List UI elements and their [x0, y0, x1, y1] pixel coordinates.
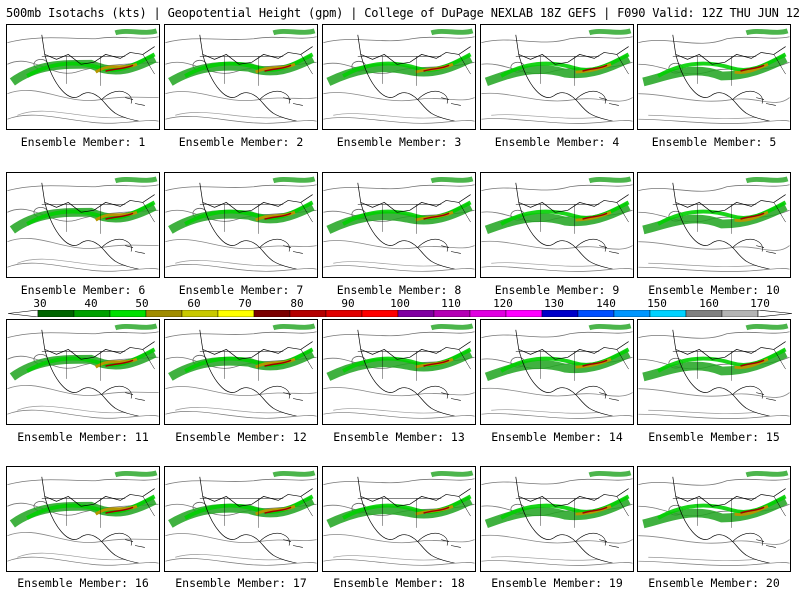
ensemble-member-map-7	[164, 172, 318, 278]
ensemble-member-label: Ensemble Member: 13	[333, 430, 465, 444]
ensemble-member-map-2	[164, 24, 318, 130]
colorbar-tick-label: 130	[544, 297, 564, 310]
colorbar-tick-label: 40	[84, 297, 98, 310]
colorbar-swatch	[109, 310, 147, 317]
colorbar-swatch	[649, 310, 687, 317]
colorbar-tick-label: 170	[750, 297, 770, 310]
ensemble-member-label: Ensemble Member: 3	[336, 135, 462, 149]
ensemble-member-map-17	[164, 466, 318, 572]
colorbar-swatch	[361, 310, 399, 317]
ensemble-member-map-16	[6, 466, 160, 572]
ensemble-member-label: Ensemble Member: 20	[648, 576, 780, 590]
ensemble-member-map-12	[164, 319, 318, 425]
ensemble-member-label: Ensemble Member: 1	[20, 135, 146, 149]
ensemble-member-label: Ensemble Member: 14	[491, 430, 623, 444]
ensemble-member-map-11	[6, 319, 160, 425]
ensemble-member-label: Ensemble Member: 18	[333, 576, 465, 590]
ensemble-member-label: Ensemble Member: 15	[648, 430, 780, 444]
colorbar-swatch	[217, 310, 255, 317]
colorbar-swatch	[541, 310, 579, 317]
colorbar-tick-label: 120	[493, 297, 513, 310]
ensemble-member-map-15	[637, 319, 791, 425]
ensemble-member-map-5	[637, 24, 791, 130]
ensemble-member-label: Ensemble Member: 11	[17, 430, 149, 444]
colorbar-tick-label: 140	[596, 297, 616, 310]
colorbar-swatch	[613, 310, 651, 317]
ensemble-member-label: Ensemble Member: 6	[20, 283, 146, 297]
ensemble-member-map-13	[322, 319, 476, 425]
ensemble-member-label: Ensemble Member: 5	[651, 135, 777, 149]
colorbar-tick-label: 90	[341, 297, 355, 310]
ensemble-member-label: Ensemble Member: 16	[17, 576, 149, 590]
ensemble-member-label: Ensemble Member: 17	[175, 576, 307, 590]
colorbar-tick-label: 100	[390, 297, 410, 310]
ensemble-member-map-19	[480, 466, 634, 572]
colorbar-tick-label: 80	[290, 297, 304, 310]
colorbar-swatch	[145, 310, 183, 317]
ensemble-member-map-1	[6, 24, 160, 130]
colorbar-tick-label: 70	[238, 297, 252, 310]
ensemble-member-map-3	[322, 24, 476, 130]
ensemble-member-label: Ensemble Member: 2	[178, 135, 304, 149]
colorbar-swatch	[289, 310, 327, 317]
ensemble-member-label: Ensemble Member: 8	[336, 283, 462, 297]
colorbar-swatch	[685, 310, 723, 317]
colorbar-swatch	[721, 310, 759, 317]
colorbar-swatch	[181, 310, 219, 317]
ensemble-member-map-6	[6, 172, 160, 278]
colorbar-swatch	[397, 310, 435, 317]
ensemble-member-label: Ensemble Member: 10	[648, 283, 780, 297]
isotach-colorbar	[8, 310, 792, 317]
colorbar-tick-label: 150	[647, 297, 667, 310]
ensemble-member-map-8	[322, 172, 476, 278]
colorbar-swatch	[253, 310, 291, 317]
colorbar-swatch	[73, 310, 111, 317]
ensemble-member-map-4	[480, 24, 634, 130]
ensemble-member-map-10	[637, 172, 791, 278]
ensemble-member-map-20	[637, 466, 791, 572]
ensemble-member-label: Ensemble Member: 7	[178, 283, 304, 297]
colorbar-swatch	[469, 310, 507, 317]
colorbar-swatch	[433, 310, 471, 317]
colorbar-tick-label: 30	[33, 297, 47, 310]
ensemble-member-map-14	[480, 319, 634, 425]
colorbar-right-arrow	[757, 310, 792, 317]
colorbar-swatch	[325, 310, 363, 317]
colorbar-tick-label: 50	[135, 297, 149, 310]
ensemble-member-map-18	[322, 466, 476, 572]
ensemble-member-map-9	[480, 172, 634, 278]
colorbar-tick-label: 110	[441, 297, 461, 310]
colorbar-tick-label: 60	[187, 297, 201, 310]
ensemble-member-label: Ensemble Member: 9	[494, 283, 620, 297]
colorbar-tick-label: 160	[699, 297, 719, 310]
ensemble-member-label: Ensemble Member: 12	[175, 430, 307, 444]
chart-title: 500mb Isotachs (kts) | Geopotential Heig…	[6, 6, 800, 20]
colorbar-swatch	[505, 310, 543, 317]
colorbar-swatch	[577, 310, 615, 317]
ensemble-member-label: Ensemble Member: 4	[494, 135, 620, 149]
colorbar-swatch	[37, 310, 75, 317]
colorbar-left-arrow	[8, 310, 39, 317]
ensemble-member-label: Ensemble Member: 19	[491, 576, 623, 590]
